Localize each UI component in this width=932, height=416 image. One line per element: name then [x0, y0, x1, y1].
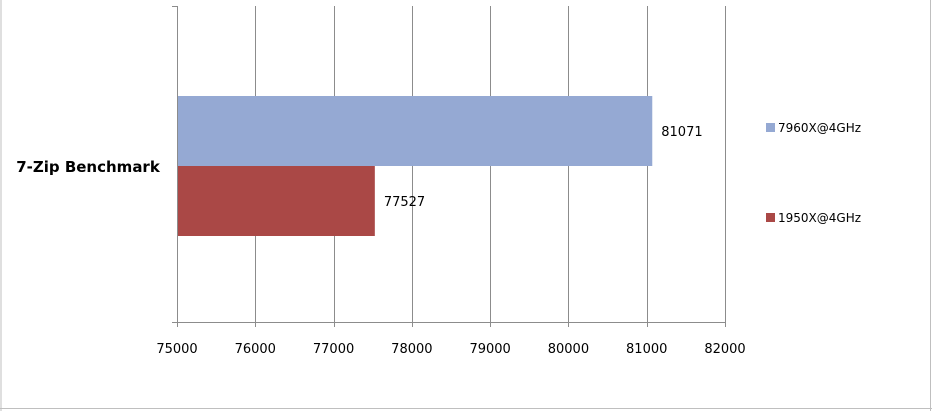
tick-label: 78000 [391, 342, 432, 357]
data-labels: 81071 77527 [384, 125, 703, 210]
tick-label: 75000 [156, 342, 197, 357]
value-axis: 75000 76000 77000 78000 79000 80000 81000 82000 [156, 6, 746, 357]
legend: 7960X@4GHz 1950X@4GHz [766, 121, 861, 225]
legend-label: 7960X@4GHz [778, 121, 861, 135]
category-label: 7-Zip Benchmark [16, 158, 161, 176]
tick-label: 80000 [548, 342, 589, 357]
bar-1950X@4GHz [177, 166, 375, 236]
legend-swatch [766, 213, 775, 222]
bar-7960X@4GHz [177, 96, 653, 166]
tick-label: 77000 [313, 342, 354, 357]
legend-swatch [766, 123, 775, 132]
tick-label: 76000 [235, 342, 276, 357]
tick-label: 81000 [626, 342, 667, 357]
tick-label: 82000 [704, 342, 745, 357]
data-label: 81071 [661, 125, 702, 140]
data-label: 77527 [384, 195, 425, 210]
bars [177, 96, 653, 236]
tick-label: 79000 [469, 342, 510, 357]
legend-label: 1950X@4GHz [778, 211, 861, 225]
